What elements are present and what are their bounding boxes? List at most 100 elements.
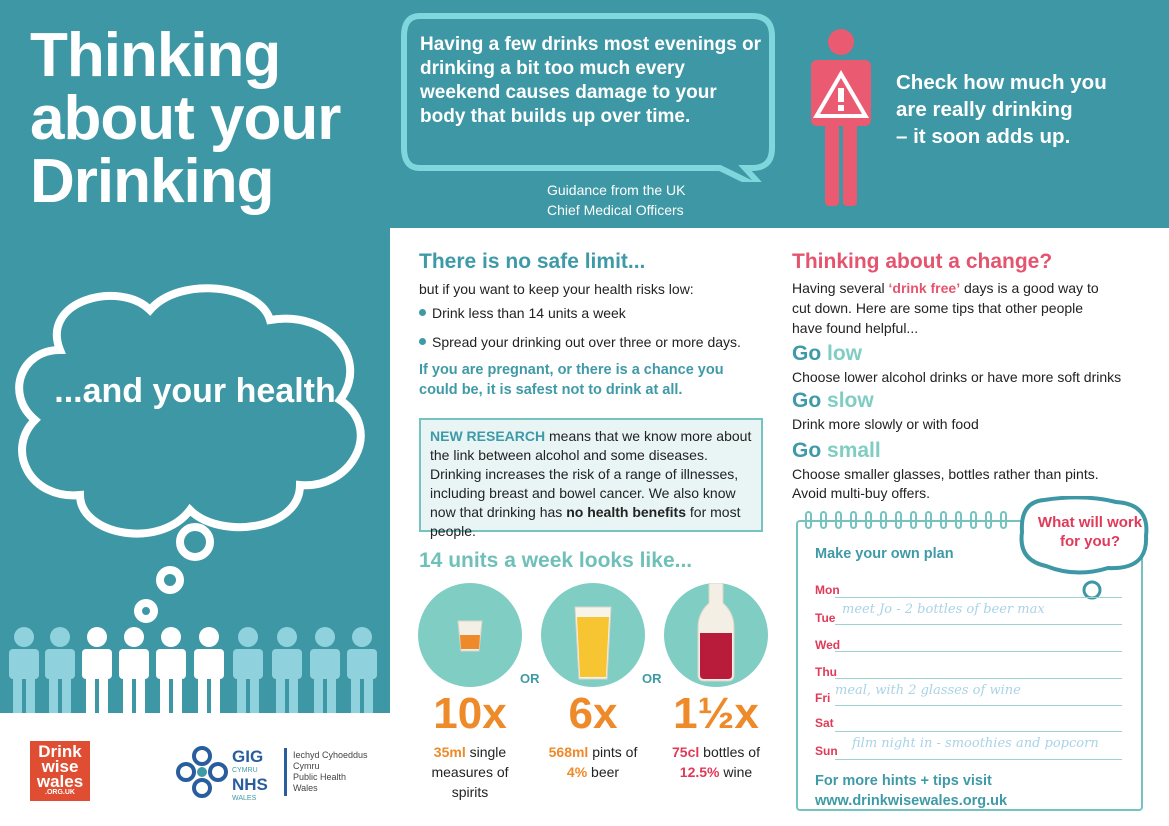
spirits-desc-3: spirits (451, 784, 489, 800)
person-icon (347, 627, 377, 713)
quote-text: Having a few drinks most evenings or dri… (420, 34, 762, 127)
plan-line (835, 597, 1122, 598)
pint-glass-icon (574, 606, 612, 680)
gig-text: GIG (232, 747, 264, 766)
person-icon (9, 627, 39, 713)
person-icon (272, 627, 302, 713)
day-label: Wed (815, 638, 841, 652)
what-will-work-text: What will work for you? (1037, 514, 1143, 550)
phw-line: Wales (293, 783, 318, 793)
ring-icon (880, 511, 887, 529)
go-slow-text: Drink more slowly or with food (792, 416, 979, 432)
spirits-count: 10x (433, 689, 507, 738)
logo-line: wise (41, 757, 79, 776)
beer-count: 6x (568, 689, 618, 738)
ring-icon (820, 511, 827, 529)
bullet-text: Drink less than 14 units a week (432, 305, 626, 321)
plan-line (835, 759, 1122, 760)
ring-icon (940, 511, 947, 529)
warning-person-icon (811, 29, 871, 206)
guidance-line-1: Guidance from the UK (547, 182, 686, 198)
spirits-amount: 35ml (433, 744, 466, 760)
day-label: Sun (815, 744, 838, 758)
ring-icon (805, 511, 812, 529)
beer-circle (541, 583, 645, 687)
notepad-rings-icon (805, 511, 1007, 529)
check-line-1: Check how much you (896, 71, 1107, 94)
beer-strength: 4% (566, 764, 588, 780)
check-line-2: are really drinking (896, 98, 1073, 121)
person-icon (119, 627, 149, 713)
day-label: Thu (815, 665, 837, 679)
person-icon (194, 627, 224, 713)
drinkwisewales-logo: Drink wise wales .ORG.UK (30, 741, 90, 801)
pregnancy-warning: If you are pregnant, or there is a chanc… (419, 362, 724, 398)
bullet-dot-icon (419, 309, 426, 316)
or-label: OR (520, 671, 540, 686)
plan-title: Make your own plan (815, 546, 954, 562)
title-line-3: Drinking (30, 147, 274, 216)
research-box: NEW RESEARCH means that we know more abo… (419, 418, 763, 539)
go-small-text: Choose smaller glasses, bottles rather t… (792, 466, 1099, 501)
spirits-circle (418, 583, 522, 687)
day-label: Tue (815, 611, 836, 625)
go-word: Go (792, 439, 822, 462)
spirits-description: 35ml single measures of spirits (400, 742, 540, 802)
wine-count: 1½x (673, 689, 759, 738)
public-health-wales-logo: Iechyd Cyhoeddus Cymru Public Health Wal… (293, 750, 368, 794)
nhs-wales-logo: GIG CYMRU NHS WALES (232, 748, 292, 804)
wine-desc-2: wine (719, 764, 753, 780)
wine-description: 75cl bottles of 12.5% wine (646, 742, 786, 782)
wine-amount: 75cl (672, 744, 700, 760)
logo-line: wales (36, 772, 84, 791)
go-slow-heading: Go slow (792, 389, 874, 413)
phw-line: Public Health (293, 772, 347, 782)
logo-url: .ORG.UK (45, 789, 75, 796)
plan-line (835, 651, 1122, 652)
units-heading: 14 units a week looks like... (419, 549, 693, 572)
beer-desc: pints of (588, 744, 638, 760)
drink-free-label: ‘drink free’ (888, 280, 961, 296)
website-link[interactable]: www.drinkwisewales.org.uk (815, 793, 1008, 809)
plan-line (835, 624, 1122, 625)
guidance-text: Guidance from the UK Chief Medical Offic… (547, 180, 747, 220)
title-line-2: about your (30, 84, 341, 153)
person-icon (310, 627, 340, 713)
check-text: Check how much you are really drinking –… (896, 69, 1166, 150)
day-label: Sat (815, 716, 834, 730)
no-safe-limit-subtext: but if you want to keep your health risk… (419, 281, 694, 297)
go-small-word: small (827, 439, 881, 462)
speech-bubble-icon (401, 13, 775, 182)
bullet-item: Spread your drinking out over three or m… (419, 334, 741, 350)
beer-desc-2: beer (587, 764, 620, 780)
wine-desc: bottles of (699, 744, 760, 760)
spirits-glass-icon (457, 620, 483, 652)
ring-icon (970, 511, 977, 529)
fri-note: meal, with 2 glasses of wine (835, 683, 1021, 698)
go-slow-word: slow (827, 389, 874, 412)
title-line-1: Thinking (30, 21, 281, 90)
change-body: Having several ‘drink free’ days is a go… (792, 278, 1112, 338)
page-title: Thinking about your Drinking (30, 24, 380, 213)
ring-icon (835, 511, 842, 529)
more-hints: For more hints + tips visit www.drinkwis… (815, 771, 1007, 811)
speech-bubble-icon (1019, 496, 1149, 600)
wine-strength: 12.5% (679, 764, 720, 780)
ring-icon (865, 511, 872, 529)
ring-icon (895, 511, 902, 529)
beer-amount: 568ml (548, 744, 589, 760)
change-body-2: days is a good way to cut down. Here are… (792, 280, 1099, 336)
person-icon (45, 627, 75, 713)
ring-icon (925, 511, 932, 529)
ring-icon (1000, 511, 1007, 529)
nhs-wales-emblem-icon (176, 746, 228, 798)
research-text-end: for most people. (430, 504, 741, 539)
wales-text: WALES (232, 795, 257, 802)
day-label: Fri (815, 691, 831, 705)
check-line-3: – it soon adds up. (896, 125, 1071, 148)
beer-description: 568ml pints of 4% beer (523, 742, 663, 782)
phw-line: Iechyd Cyhoeddus (293, 750, 368, 760)
tue-note: meet Jo - 2 bottles of beer max (842, 602, 1045, 617)
guidance-line-2: Chief Medical Officers (547, 202, 684, 218)
more-hints-text: For more hints + tips visit (815, 773, 992, 789)
